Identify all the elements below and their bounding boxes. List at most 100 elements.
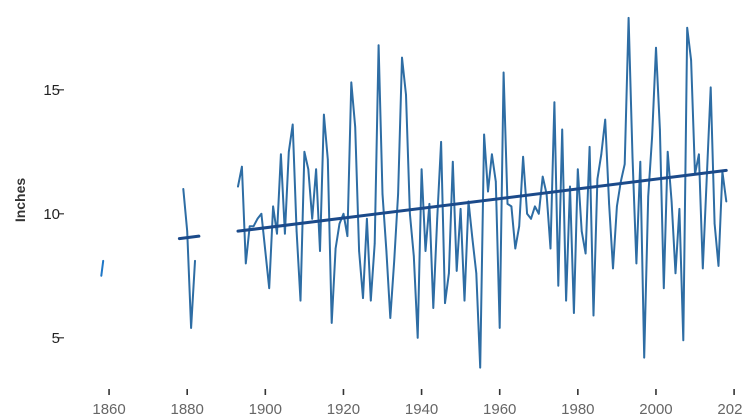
data-point bbox=[424, 250, 427, 252]
data-point bbox=[479, 366, 482, 369]
series-line-segment bbox=[182, 188, 196, 329]
data-point bbox=[440, 141, 442, 143]
data-point bbox=[303, 151, 306, 153]
data-point bbox=[334, 247, 337, 250]
trend-line bbox=[177, 234, 201, 241]
data-point bbox=[616, 205, 618, 208]
data-point bbox=[377, 44, 380, 46]
data-point bbox=[506, 203, 509, 205]
data-point bbox=[717, 265, 720, 267]
data-point bbox=[553, 101, 556, 103]
data-point bbox=[596, 178, 599, 180]
data-point bbox=[538, 213, 540, 215]
data-point bbox=[397, 193, 399, 195]
data-point bbox=[455, 270, 458, 272]
data-point bbox=[678, 208, 681, 210]
data-point bbox=[491, 153, 493, 156]
data-point bbox=[577, 168, 579, 170]
data-point bbox=[471, 237, 474, 240]
data-point bbox=[588, 146, 591, 148]
data-point bbox=[522, 156, 524, 158]
data-point bbox=[459, 208, 462, 210]
data-point bbox=[252, 225, 255, 227]
data-point bbox=[713, 222, 716, 225]
data-point bbox=[373, 242, 376, 245]
data-point bbox=[627, 17, 630, 19]
data-point bbox=[307, 168, 310, 170]
data-point bbox=[702, 267, 704, 270]
data-point bbox=[264, 250, 267, 252]
data-point bbox=[709, 86, 712, 89]
y-tick-label: 5 bbox=[52, 330, 60, 347]
x-tick-label: 1980 bbox=[561, 401, 594, 418]
data-point bbox=[416, 337, 419, 339]
trend-line bbox=[236, 168, 728, 233]
data-point bbox=[256, 218, 259, 220]
data-point bbox=[475, 272, 478, 275]
data-point bbox=[635, 262, 638, 265]
x-tick-label: 1880 bbox=[171, 401, 204, 418]
data-point bbox=[631, 156, 634, 158]
data-point bbox=[612, 267, 614, 270]
data-point bbox=[381, 193, 384, 195]
data-point bbox=[358, 250, 360, 252]
data-point bbox=[272, 205, 274, 208]
data-point bbox=[413, 255, 415, 257]
data-point bbox=[295, 230, 298, 232]
data-point bbox=[530, 218, 532, 220]
data-point bbox=[186, 230, 188, 232]
x-tick-label: 1960 bbox=[483, 401, 516, 418]
data-point bbox=[432, 307, 435, 309]
data-point bbox=[651, 136, 653, 138]
data-point bbox=[393, 260, 396, 262]
data-point bbox=[237, 185, 239, 188]
data-point bbox=[518, 225, 520, 227]
data-point bbox=[409, 213, 411, 215]
data-point bbox=[580, 230, 583, 232]
data-point bbox=[569, 185, 571, 188]
data-point bbox=[705, 178, 708, 180]
data-point bbox=[448, 272, 450, 275]
data-point bbox=[319, 250, 321, 252]
data-point bbox=[584, 252, 587, 255]
data-point bbox=[463, 299, 466, 302]
data-point bbox=[510, 205, 513, 208]
plot-area bbox=[100, 16, 728, 369]
data-point bbox=[284, 232, 286, 235]
data-point bbox=[245, 262, 247, 265]
trend-lines bbox=[177, 168, 728, 241]
x-axis: 1860 1880 1900 1920 1940 1960 1980 2000 2020 bbox=[92, 389, 742, 418]
data-point bbox=[565, 299, 567, 302]
x-tick-label: 2020 bbox=[717, 401, 742, 418]
data-point bbox=[260, 213, 263, 215]
data-point bbox=[100, 275, 103, 277]
data-point bbox=[526, 213, 528, 215]
data-point bbox=[420, 168, 423, 170]
data-point bbox=[385, 250, 388, 252]
data-point bbox=[346, 235, 349, 237]
data-point bbox=[670, 200, 673, 203]
x-tick-label: 1920 bbox=[327, 401, 360, 418]
data-point bbox=[268, 287, 271, 290]
series-line-segment bbox=[100, 259, 105, 277]
data-point bbox=[600, 153, 603, 156]
data-point bbox=[608, 203, 610, 205]
data-point bbox=[655, 46, 657, 49]
data-point bbox=[487, 190, 489, 193]
data-point bbox=[405, 94, 407, 96]
data-point bbox=[194, 260, 196, 262]
data-point bbox=[659, 128, 661, 131]
data-point bbox=[686, 27, 688, 29]
data-point bbox=[592, 314, 595, 317]
data-point bbox=[241, 165, 243, 168]
data-point bbox=[682, 339, 685, 342]
y-axis: 5 10 15 bbox=[43, 82, 64, 347]
data-point bbox=[362, 297, 364, 299]
data-point bbox=[557, 284, 560, 287]
data-point bbox=[311, 218, 314, 220]
data-point bbox=[370, 299, 372, 302]
data-point bbox=[436, 218, 439, 220]
data-point bbox=[342, 213, 345, 215]
x-tick-label: 2000 bbox=[639, 401, 672, 418]
